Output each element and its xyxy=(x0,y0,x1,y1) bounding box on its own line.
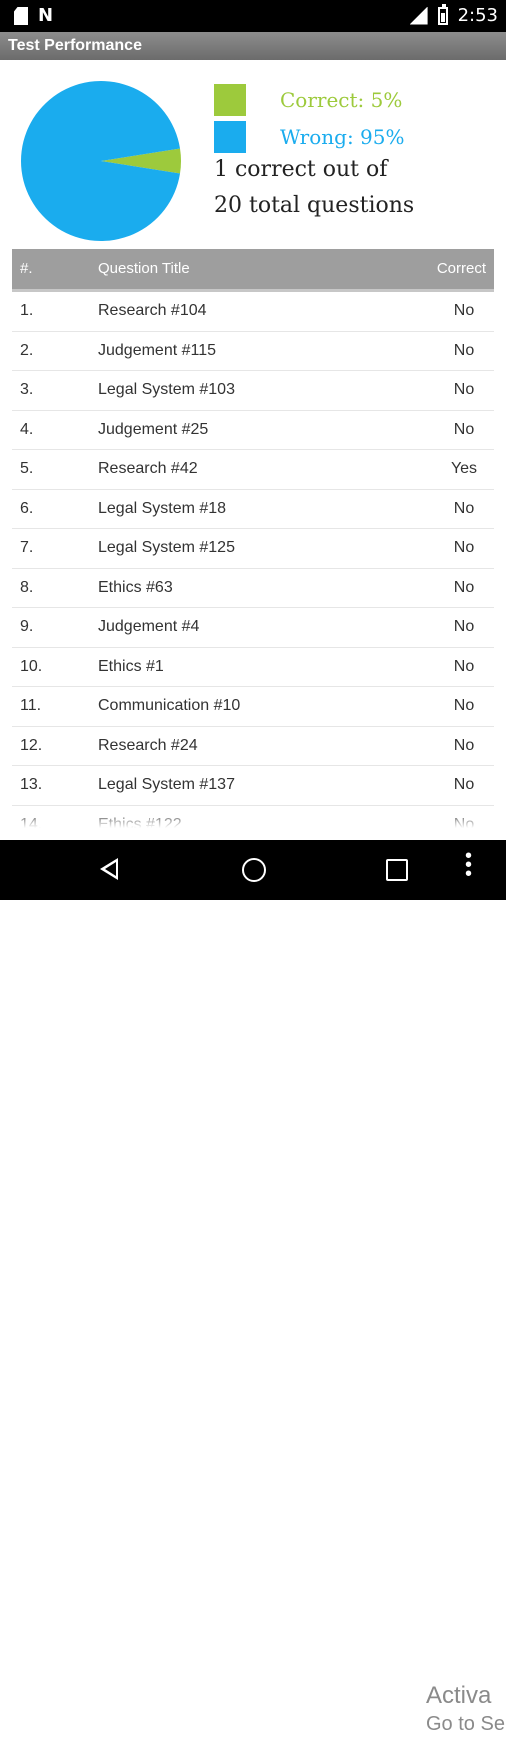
table-row[interactable]: 13. Legal System #137 No xyxy=(12,766,494,806)
row-question-title: Judgement #25 xyxy=(98,420,209,438)
home-icon[interactable] xyxy=(242,858,266,882)
legend-wrong-swatch xyxy=(214,120,246,153)
row-number: 9. xyxy=(20,618,34,635)
watermark-line-1: Activa xyxy=(426,1682,492,1709)
row-question-title: Research #24 xyxy=(98,736,198,754)
row-correct: No xyxy=(453,302,475,319)
row-number: 11. xyxy=(20,697,42,714)
table-row[interactable]: 9. Judgement #4 No xyxy=(12,608,494,648)
sd-card-icon xyxy=(14,7,28,25)
back-icon[interactable] xyxy=(100,858,118,880)
row-correct: No xyxy=(453,381,475,398)
table-row[interactable]: 4. Judgement #25 No xyxy=(12,411,494,450)
more-options-icon[interactable]: • • • xyxy=(465,845,473,885)
row-number: 4. xyxy=(20,420,34,438)
row-number: 12. xyxy=(20,736,43,754)
row-number: 7. xyxy=(20,539,34,556)
table-row[interactable]: 5. Research #42 Yes xyxy=(12,450,494,490)
row-number: 1. xyxy=(20,302,34,319)
legend-correct-swatch xyxy=(214,83,246,116)
row-question-title: Ethics #122 xyxy=(98,815,182,829)
row-correct: No xyxy=(453,657,475,675)
legend-wrong-label: Wrong: 95% xyxy=(280,124,405,149)
performance-pie-chart xyxy=(21,81,181,242)
app-title: Test Performance xyxy=(0,32,506,60)
table-row[interactable]: 6. Legal System #18 No xyxy=(12,490,494,529)
row-question-title: Communication #10 xyxy=(98,697,241,714)
row-correct: Yes xyxy=(450,460,478,477)
notification-n-icon: N xyxy=(38,5,54,26)
row-correct: No xyxy=(453,618,475,635)
row-correct: No xyxy=(453,697,475,714)
row-correct: No xyxy=(453,815,475,829)
battery-icon xyxy=(437,3,448,25)
row-correct: No xyxy=(453,499,475,517)
row-question-title: Judgement #115 xyxy=(98,341,217,359)
row-question-title: Legal System #137 xyxy=(98,776,235,793)
row-number: 6. xyxy=(20,499,34,517)
table-row[interactable]: 1. Research #104 No xyxy=(12,292,494,332)
row-question-title: Research #42 xyxy=(98,460,198,477)
row-question-title: Ethics #63 xyxy=(98,578,173,596)
legend-correct: Correct: 5% xyxy=(214,82,405,117)
header-question-title: Question Title xyxy=(98,260,190,277)
signal-icon xyxy=(409,6,428,25)
watermark-line-2: Go to Se xyxy=(426,1713,505,1735)
row-correct: No xyxy=(453,578,475,596)
row-question-title: Legal System #18 xyxy=(98,499,227,517)
table-row[interactable]: 10. Ethics #1 No xyxy=(12,648,494,687)
row-question-title: Legal System #125 xyxy=(98,539,235,556)
table-row[interactable]: 14. Ethics #122 No xyxy=(12,806,494,829)
header-number: #. xyxy=(20,260,33,277)
navigation-bar: • • • Activa Go to Se xyxy=(0,840,506,1735)
row-correct: No xyxy=(453,736,475,754)
row-question-title: Legal System #103 xyxy=(98,381,235,398)
chart-legend: Correct: 5% Wrong: 95% xyxy=(214,82,405,156)
table-row[interactable]: 2. Judgement #115 No xyxy=(12,332,494,371)
row-number: 5. xyxy=(20,460,34,477)
pie-slice-wrong xyxy=(21,81,181,242)
row-number: 8. xyxy=(20,578,34,596)
row-question-title: Ethics #1 xyxy=(98,657,164,675)
recent-apps-icon[interactable] xyxy=(386,859,408,881)
table-header: #. Question Title Correct xyxy=(12,249,494,292)
score-summary: 1 correct out of 20 total questions xyxy=(214,152,414,224)
table-row[interactable]: 12. Research #24 No xyxy=(12,727,494,766)
row-number: 13. xyxy=(20,776,43,793)
row-number: 2. xyxy=(20,341,34,359)
row-number: 3. xyxy=(20,381,34,398)
row-number: 10. xyxy=(20,657,43,675)
row-question-title: Research #104 xyxy=(98,302,207,319)
row-question-title: Judgement #4 xyxy=(98,618,200,635)
status-time: 2:53 xyxy=(457,5,498,26)
row-correct: No xyxy=(453,539,475,556)
summary-line-2: 20 total questions xyxy=(214,193,415,218)
row-correct: No xyxy=(453,341,475,359)
legend-wrong: Wrong: 95% xyxy=(214,119,405,154)
activation-watermark: Activa Go to Se xyxy=(426,1682,505,1738)
pie-slice-correct xyxy=(101,148,181,174)
row-number: 14. xyxy=(20,815,43,829)
table-row[interactable]: 11. Communication #10 No xyxy=(12,687,494,727)
status-bar: N 2:53 xyxy=(0,0,506,32)
legend-correct-label: Correct: 5% xyxy=(280,87,403,112)
row-correct: No xyxy=(453,776,475,793)
table-row[interactable]: 8. Ethics #63 No xyxy=(12,569,494,608)
header-correct: Correct xyxy=(436,260,486,277)
summary-line-1: 1 correct out of xyxy=(214,157,388,182)
table-row[interactable]: 3. Legal System #103 No xyxy=(12,371,494,411)
row-correct: No xyxy=(453,420,475,438)
results-list[interactable]: 1. Research #104 No 2. Judgement #115 No 3. Leg… xyxy=(12,292,494,828)
table-row[interactable]: 7. Legal System #125 No xyxy=(12,529,494,569)
